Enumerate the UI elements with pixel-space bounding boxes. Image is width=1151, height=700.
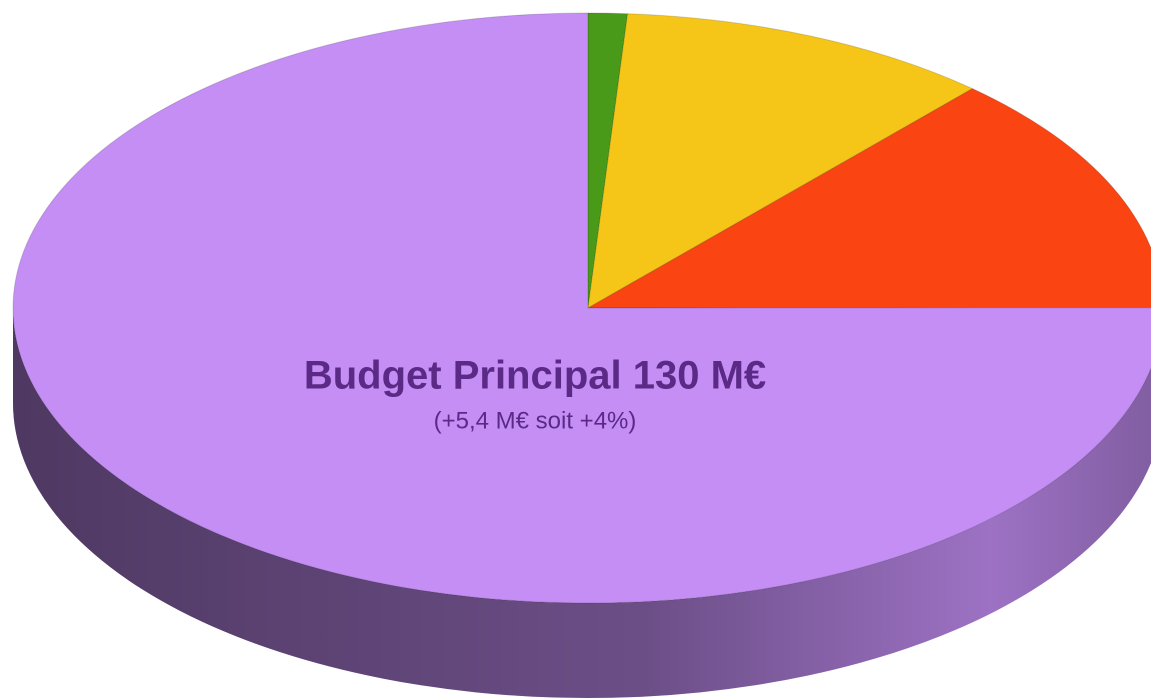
pie xyxy=(12,12,1151,698)
slice xyxy=(586,88,1151,309)
slice-label: Budget Principal 130 M€ xyxy=(304,354,766,398)
annotation: (+5,4 M€ soit +4%) xyxy=(434,407,637,434)
slice xyxy=(12,12,1151,604)
slice-side-shade xyxy=(13,308,1151,698)
slice xyxy=(587,12,629,309)
slice xyxy=(587,13,974,309)
